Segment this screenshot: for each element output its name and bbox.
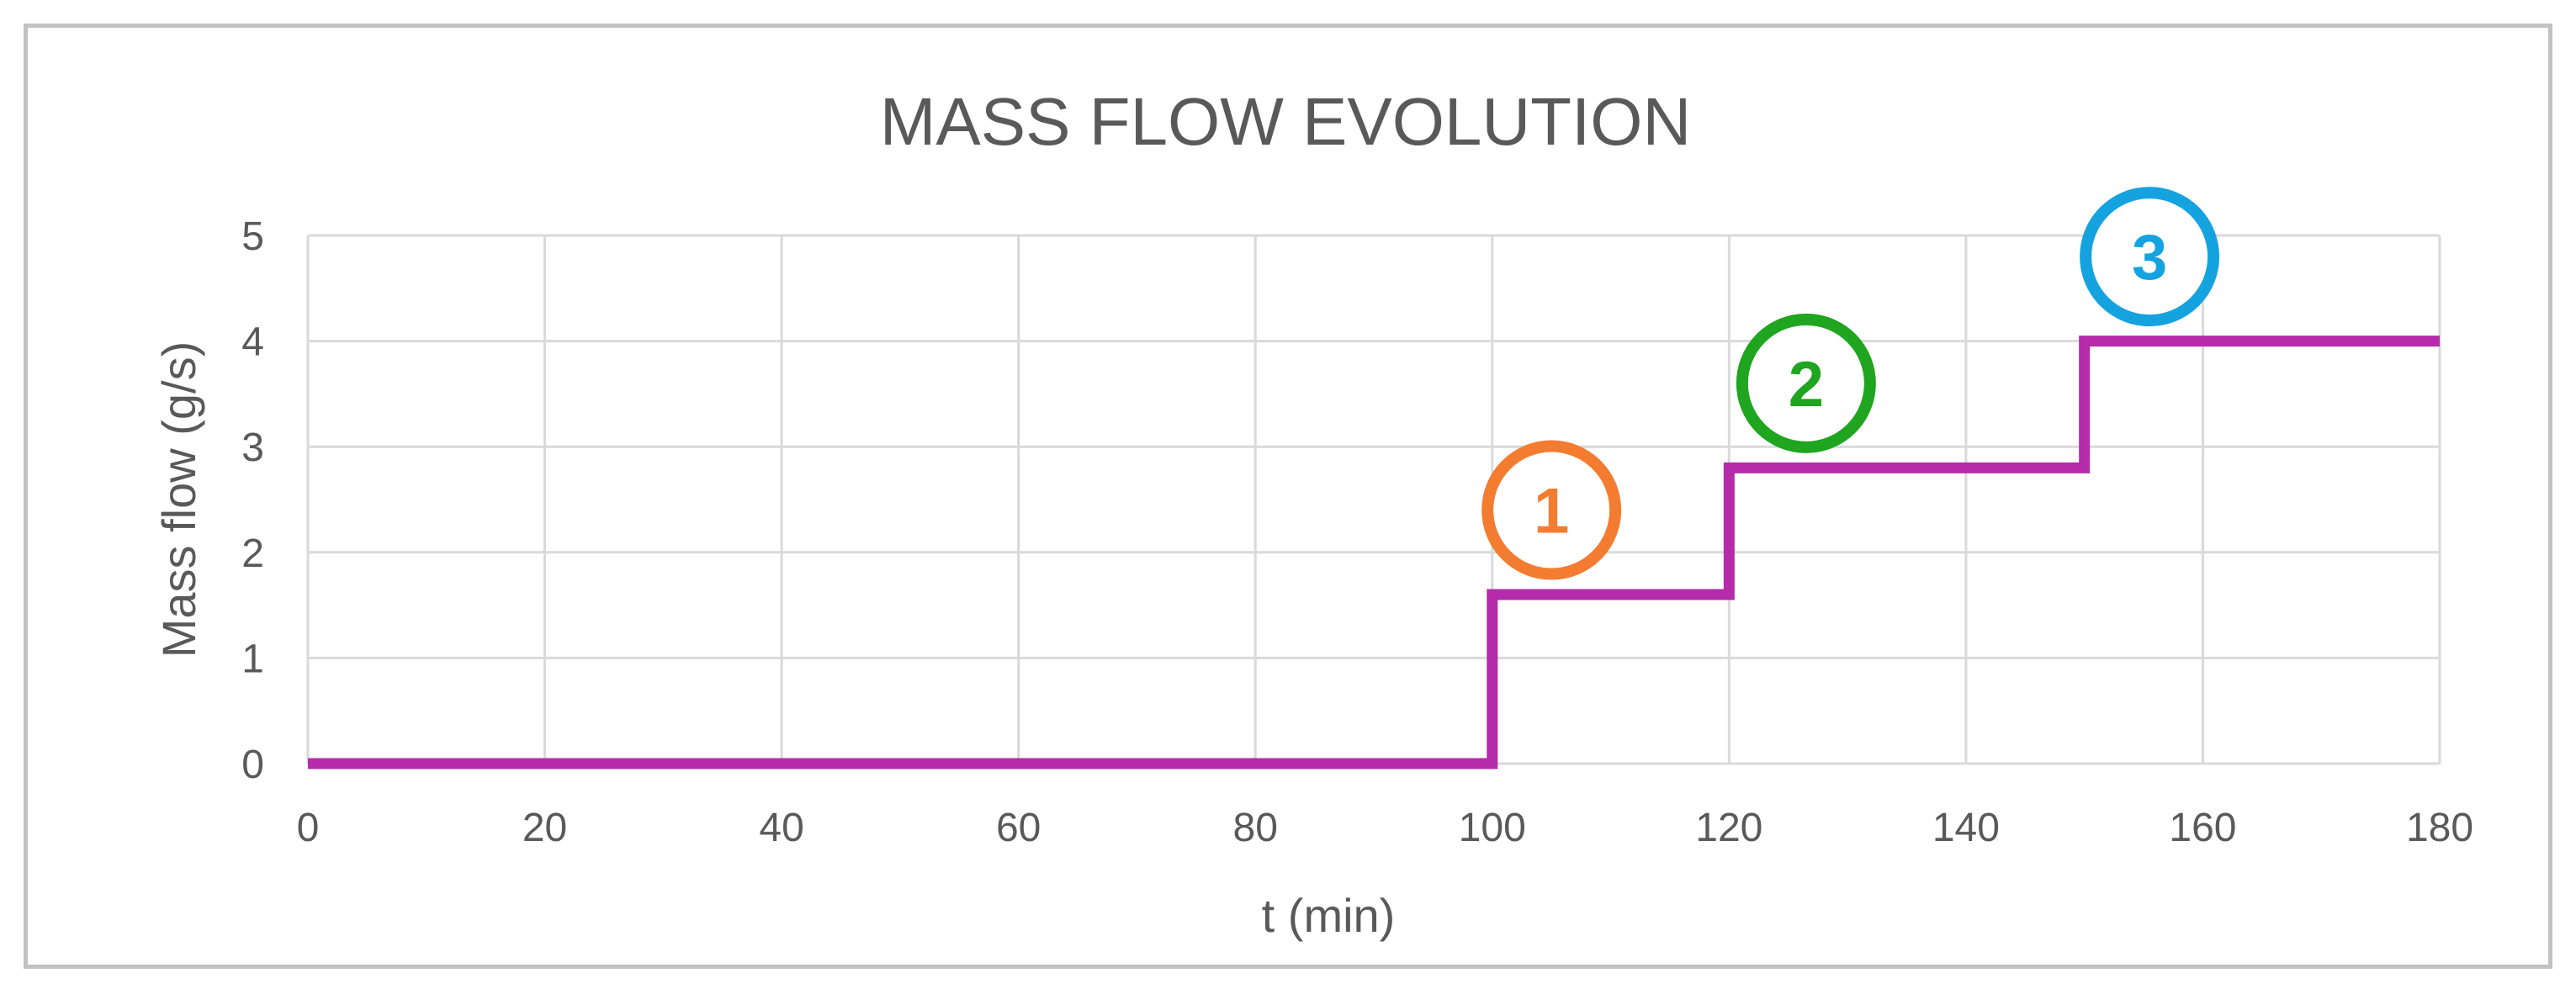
annotation-1: 1	[1481, 440, 1622, 580]
y-tick-label-1: 1	[241, 637, 264, 681]
x-tick-label-8: 160	[2169, 806, 2236, 850]
x-axis-label: t (min)	[1262, 889, 1396, 942]
chart-frame	[24, 24, 2552, 969]
annotation-label-1: 1	[1534, 476, 1569, 547]
x-tick-label-3: 60	[996, 806, 1041, 850]
x-tick-label-4: 80	[1233, 806, 1278, 850]
annotation-circle-2	[1736, 313, 1876, 453]
y-tick-label-0: 0	[241, 743, 264, 787]
annotation-label-2: 2	[1789, 349, 1824, 420]
tick-labels: 0 20 40 60 80 100 120 140 160 180 0 1 2 3 4 5	[241, 214, 2473, 850]
annotation-2: 2	[1736, 313, 1876, 453]
x-tick-label-5: 100	[1459, 806, 1526, 850]
annotation-circle-1	[1481, 440, 1622, 580]
x-tick-label-9: 180	[2406, 806, 2473, 850]
y-tick-label-3: 3	[241, 426, 264, 470]
annotation-3: 3	[2080, 187, 2220, 327]
annotation-circle-3	[2080, 187, 2220, 327]
annotation-label-3: 3	[2132, 222, 2167, 293]
x-tick-label-7: 140	[1932, 806, 2000, 850]
chart-title: MASS FLOW EVOLUTION	[880, 84, 1692, 159]
x-tick-label-2: 40	[759, 806, 803, 850]
x-tick-label-0: 0	[297, 806, 320, 850]
series-line-0	[308, 336, 2440, 769]
y-tick-label-2: 2	[241, 531, 264, 576]
series-group	[308, 336, 2440, 769]
y-axis-label: Mass flow (g/s)	[152, 341, 205, 658]
x-tick-label-6: 120	[1695, 806, 1762, 850]
annotation-group: 1 2 3	[1481, 187, 2220, 580]
y-tick-label-5: 5	[241, 214, 264, 259]
y-tick-label-4: 4	[241, 320, 264, 365]
x-tick-label-1: 20	[522, 806, 567, 850]
